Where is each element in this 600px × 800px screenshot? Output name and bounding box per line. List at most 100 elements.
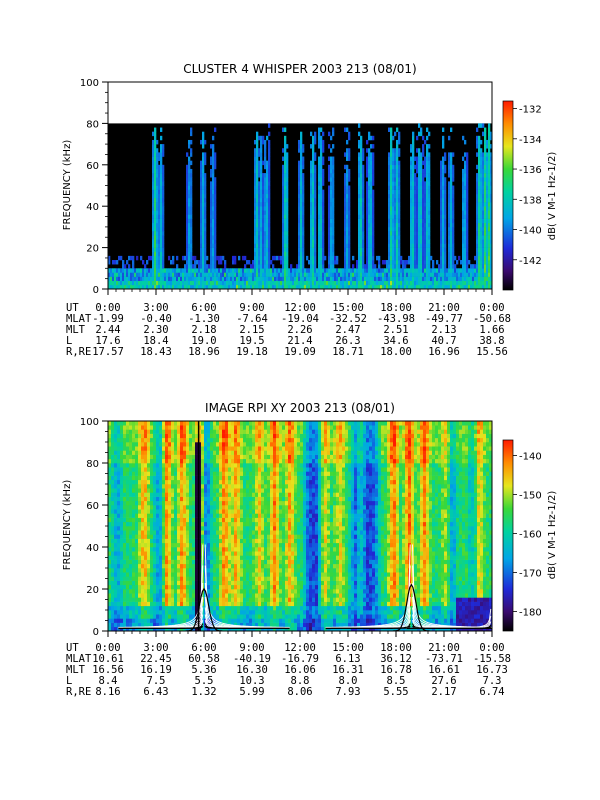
heatmap-cell [159, 572, 163, 577]
heatmap-cell [392, 206, 395, 211]
heatmap-cell [318, 235, 321, 240]
heatmap-cell [482, 276, 485, 282]
heatmap-cell [204, 202, 207, 207]
heatmap-cell [135, 563, 139, 569]
heatmap-cell [260, 148, 263, 153]
heatmap-cell [240, 268, 243, 273]
heatmap-cell [444, 177, 447, 182]
heatmap-cell [168, 563, 172, 569]
heatmap-cell [150, 463, 154, 468]
heatmap-cell [186, 463, 190, 468]
heatmap-cell [444, 168, 447, 174]
heatmap-cell [252, 284, 255, 289]
heatmap-cell [358, 264, 361, 269]
heatmap-cell [180, 433, 184, 439]
heatmap-cell [147, 547, 151, 552]
heatmap-cell [328, 239, 331, 244]
heatmap-cell [314, 231, 317, 236]
heatmap-cell [346, 264, 349, 269]
heatmap-cell [426, 181, 429, 186]
heatmap-cell [186, 243, 189, 248]
heatmap-cell [320, 185, 323, 190]
heatmap-cell [202, 177, 205, 182]
heatmap-cell [480, 197, 483, 203]
heatmap-cell [156, 467, 160, 472]
heatmap-cell [426, 214, 429, 219]
heatmap-cell [388, 272, 391, 277]
heatmap-cell [418, 272, 421, 277]
heatmap-cell [490, 226, 492, 232]
heatmap-cell [396, 260, 399, 265]
heatmap-cell [147, 551, 151, 556]
heatmap-cell [159, 454, 163, 460]
heatmap-cell [147, 580, 151, 586]
heatmap-cell [390, 276, 393, 282]
heatmap-cell [228, 272, 231, 277]
heatmap-cell [165, 555, 169, 560]
heatmap-cell [264, 218, 267, 224]
heatmap-cell [186, 210, 189, 215]
heatmap-cell [286, 264, 289, 269]
heatmap-cell [256, 272, 259, 277]
heatmap-cell [330, 156, 333, 161]
heatmap-cell [444, 210, 447, 215]
heatmap-cell [286, 272, 289, 277]
heatmap-cell [466, 264, 469, 269]
heatmap-cell [114, 605, 118, 611]
heatmap-cell [466, 243, 469, 248]
heatmap-cell [284, 247, 287, 253]
heatmap-cell [460, 276, 463, 282]
heatmap-cell [388, 280, 391, 286]
heatmap-cell [348, 210, 351, 215]
heatmap-cell [174, 568, 178, 573]
heatmap-cell [160, 264, 163, 269]
heatmap-cell [190, 152, 193, 157]
heatmap-cell [268, 268, 271, 273]
heatmap-cell [123, 601, 127, 607]
heatmap-cell [232, 268, 235, 273]
heatmap-cell [177, 500, 181, 506]
heatmap-cell [158, 164, 161, 170]
heatmap-cell [156, 538, 160, 544]
heatmap-cell [198, 280, 201, 286]
heatmap-cell [334, 284, 337, 289]
heatmap-cell [416, 206, 419, 211]
heatmap-cell [282, 164, 285, 170]
heatmap-cell [410, 247, 413, 253]
heatmap-cell [171, 610, 175, 615]
heatmap-cell [412, 276, 415, 282]
heatmap-cell [189, 572, 193, 577]
heatmap-cell [138, 551, 142, 556]
heatmap-cell [312, 173, 315, 178]
heatmap-cell [470, 268, 473, 273]
heatmap-cell [452, 268, 455, 273]
heatmap-cell [111, 442, 115, 447]
heatmap-cell [262, 255, 265, 261]
heatmap-cell [159, 421, 163, 426]
heatmap-cell [132, 517, 136, 523]
heatmap-cell [118, 280, 121, 286]
heatmap-cell [129, 605, 133, 611]
heatmap-cell [212, 235, 215, 240]
heatmap-cell [478, 152, 481, 157]
heatmap-cell [186, 584, 190, 590]
heatmap-cell [165, 471, 169, 476]
heatmap-cell [168, 589, 172, 594]
heatmap-cell [153, 442, 157, 447]
heatmap-cell [318, 284, 321, 289]
heatmap-cell [114, 534, 118, 539]
heatmap-cell [404, 284, 407, 289]
heatmap-cell [153, 479, 157, 485]
heatmap-cell [346, 239, 349, 244]
heatmap-cell [132, 614, 136, 619]
heatmap-cell [482, 260, 485, 265]
heatmap-cell [426, 189, 429, 195]
heatmap-cell [114, 463, 118, 468]
heatmap-cell [486, 239, 489, 244]
heatmap-cell [153, 446, 157, 451]
heatmap-cell [396, 239, 399, 244]
heatmap-cell [218, 280, 221, 286]
heatmap-cell [348, 131, 351, 137]
heatmap-cell [214, 264, 217, 269]
heatmap-cell [490, 255, 492, 261]
